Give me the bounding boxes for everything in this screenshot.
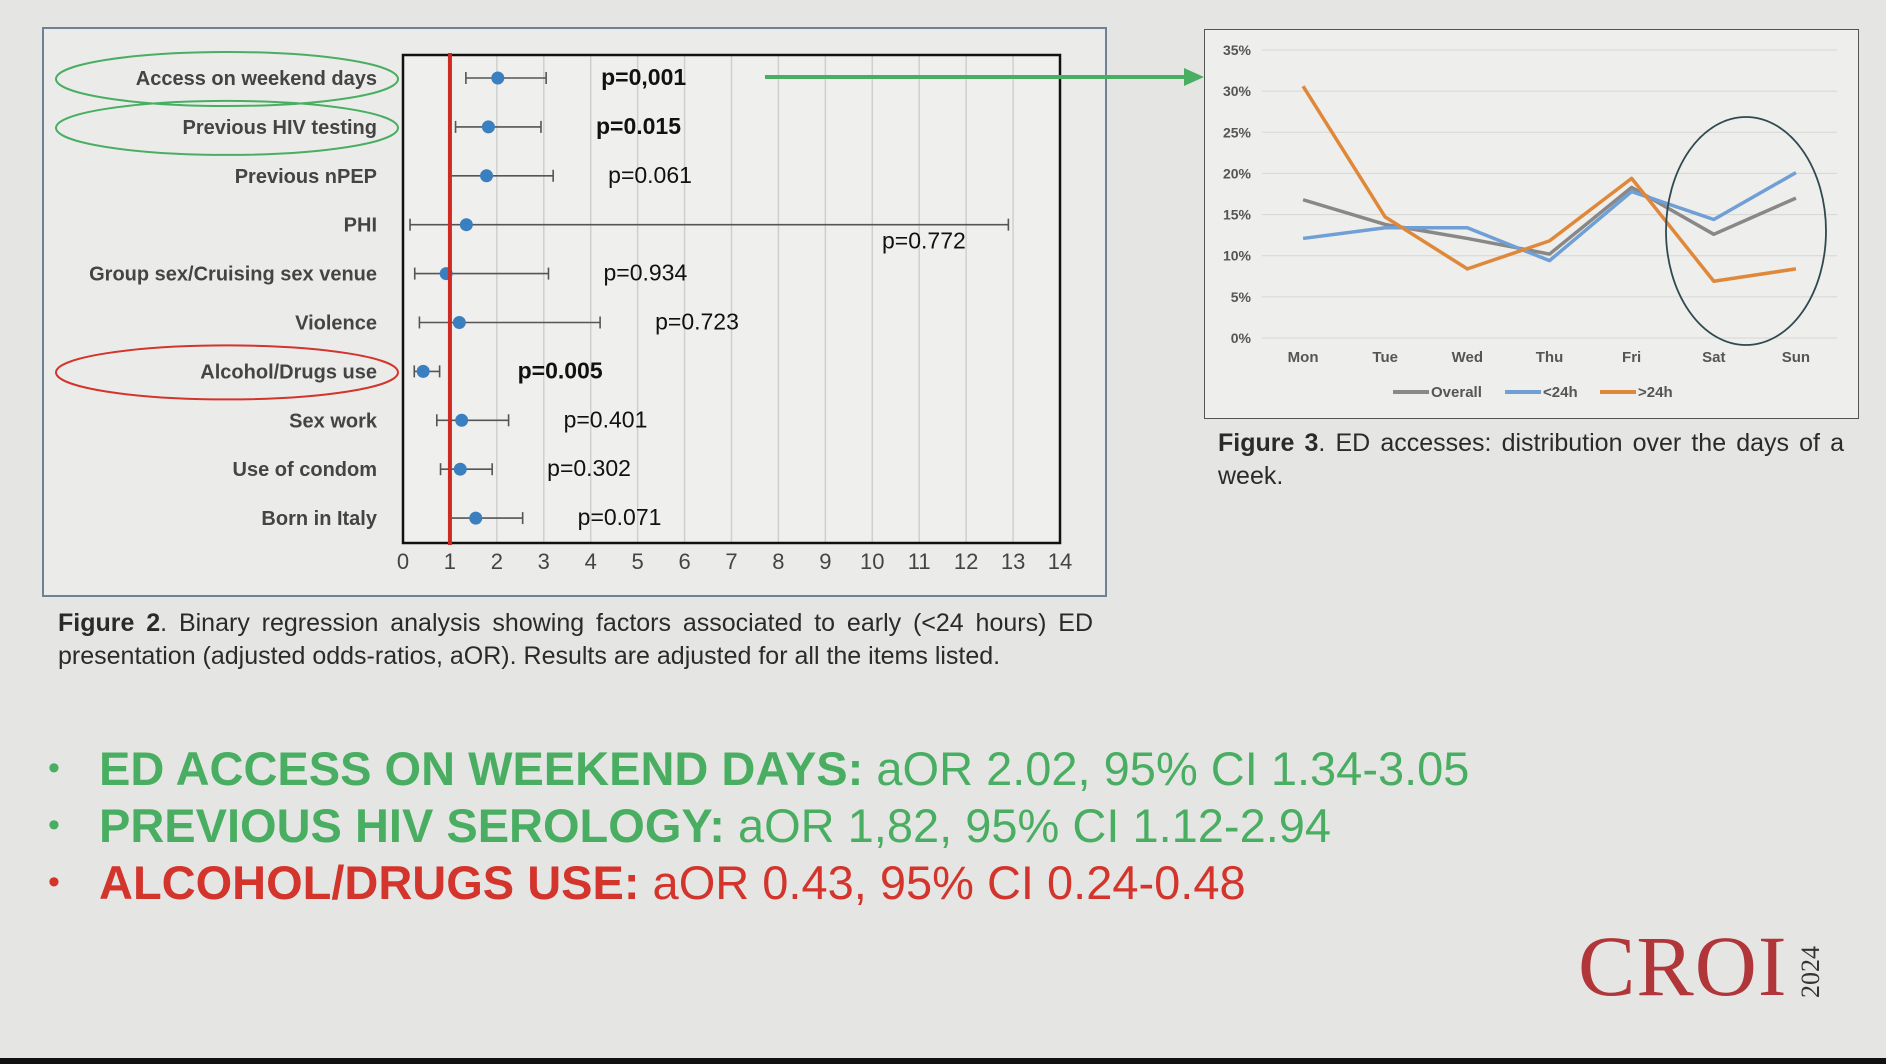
y-tick-label: 15% [1223,207,1252,223]
finding-alcohol-drugs: • ALCOHOL/DRUGS USE: aOR 0.43, 95% CI 0.2… [42,854,1469,911]
weekend-highlight-ellipse [1665,116,1827,346]
highlight-ellipse [55,99,399,156]
logo-year-text: 2024 [1800,946,1824,998]
p-value-label: p=0.401 [564,406,648,432]
p-value-label: p=0.061 [608,162,692,188]
y-tick-label: 30% [1223,83,1252,99]
p-value-label: p=0.302 [547,455,631,481]
series-line [1302,171,1797,263]
x-tick-label: Fri [1622,349,1641,366]
bullet-icon: • [48,749,60,787]
y-tick-label: 25% [1223,124,1252,140]
x-tick-label: 8 [772,549,784,574]
figure-3-label: Figure 3 [1218,429,1319,457]
x-tick-label: 6 [678,549,690,574]
finding-weekend-access: • ED ACCESS ON WEEKEND DAYS: aOR 2.02, 95… [42,740,1469,797]
y-tick-label: 5% [1231,289,1252,305]
row-label: Group sex/Cruising sex venue [89,264,377,286]
estimate-point [480,169,494,183]
x-tick-label: 9 [819,549,831,574]
p-value-label: p=0.934 [603,260,687,286]
estimate-point [491,71,505,85]
finding-hiv-serology: • PREVIOUS HIV SEROLOGY: aOR 1,82, 95% CI… [42,797,1469,854]
finding-title: ED ACCESS ON WEEKEND DAYS: [99,742,864,795]
p-value-label: p=0.723 [655,309,739,335]
legend-label: >24h [1638,384,1673,401]
highlight-ellipse [55,344,399,401]
croi-logo-year: 2024 [1800,946,1824,998]
p-value-label: p=0.772 [882,228,966,254]
estimate-point [453,462,467,476]
estimate-point [455,413,469,427]
series-line [1302,185,1797,256]
p-value-label: p=0.015 [596,113,681,139]
y-tick-label: 0% [1231,330,1252,346]
x-tick-label: Mon [1288,349,1319,366]
figure-3-caption: Figure 3. ED accesses: distribution over… [1218,427,1844,493]
bullet-icon: • [48,806,60,844]
legend-label: <24h [1543,384,1578,401]
x-tick-label: 11 [908,549,931,574]
x-tick-label: 2 [491,549,503,574]
finding-title: ALCOHOL/DRUGS USE: [99,856,640,909]
row-label: Previous HIV testing [183,117,378,139]
key-findings-list: • ED ACCESS ON WEEKEND DAYS: aOR 2.02, 95… [42,740,1469,911]
x-tick-label: Sun [1782,349,1810,366]
row-label: Previous nPEP [235,166,377,188]
figure-2-text: . Binary regression analysis showing fac… [58,609,1093,670]
x-tick-label: Sat [1702,349,1725,366]
x-tick-label: 10 [860,549,884,574]
finding-value: aOR 2.02, 95% CI 1.34-3.05 [863,742,1470,795]
x-tick-label: Thu [1536,349,1564,366]
estimate-point [469,511,483,525]
bottom-bar [0,1058,1886,1064]
row-label: Access on weekend days [136,68,377,90]
p-value-label: p=0.005 [518,357,603,383]
highlight-ellipse [55,51,399,107]
row-label: PHI [344,215,377,237]
finding-value: aOR 1,82, 95% CI 1.12-2.94 [724,799,1332,852]
row-label: Use of condom [233,459,377,481]
x-tick-label: 1 [444,549,456,574]
x-tick-label: 4 [585,549,597,574]
estimate-point [452,316,466,329]
x-tick-label: Tue [1372,349,1398,366]
row-label: Violence [295,313,377,335]
x-tick-label: 14 [1048,549,1072,574]
p-value-label: p=0,001 [601,64,686,90]
x-tick-label: 5 [632,549,644,574]
figure-3-text: . ED accesses: distribution over the day… [1218,429,1844,490]
x-tick-label: 3 [538,549,550,574]
x-tick-label: 12 [954,549,978,574]
figure-2-label: Figure 2 [58,609,161,637]
finding-title: PREVIOUS HIV SEROLOGY: [99,799,725,852]
plot-frame [401,53,1062,545]
connector-arrow [765,68,1204,86]
arrow-head [1184,68,1204,86]
figure-2-panel: 0 1 2 3 4 5 6 7 8 9 10 11 12 13 14 Access on weekend da… [42,27,1107,597]
x-tick-label: 13 [1001,549,1025,574]
y-tick-label: 20% [1223,165,1252,181]
finding-value: aOR 0.43, 95% CI 0.24-0.48 [639,856,1246,909]
croi-logo: CROI [1578,918,1788,1014]
row-label: Alcohol/Drugs use [200,361,377,383]
bullet-icon: • [48,863,60,901]
legend-label: Overall [1431,384,1482,401]
figure-2-caption: Figure 2. Binary regression analysis sho… [58,607,1093,673]
y-tick-label: 10% [1223,248,1252,264]
series-line [1301,85,1797,283]
estimate-point [416,364,430,378]
row-label: Born in Italy [261,508,377,530]
x-tick-label: Wed [1452,349,1483,366]
p-value-label: p=0.071 [578,504,662,530]
weekday-line-chart: 0% 5% 10% 15% 20% 25% 30% 35% Mon Tue Wed Thu Fri Sat… [1223,42,1837,401]
row-label: Sex work [289,410,378,432]
y-tick-label: 35% [1223,42,1252,58]
estimate-point [459,218,473,232]
x-tick-label: 7 [725,549,737,574]
figure-3-panel: 0% 5% 10% 15% 20% 25% 30% 35% Mon Tue Wed Thu Fri Sat… [1204,29,1859,419]
estimate-point [481,120,495,134]
x-tick-label: 0 [397,549,409,574]
